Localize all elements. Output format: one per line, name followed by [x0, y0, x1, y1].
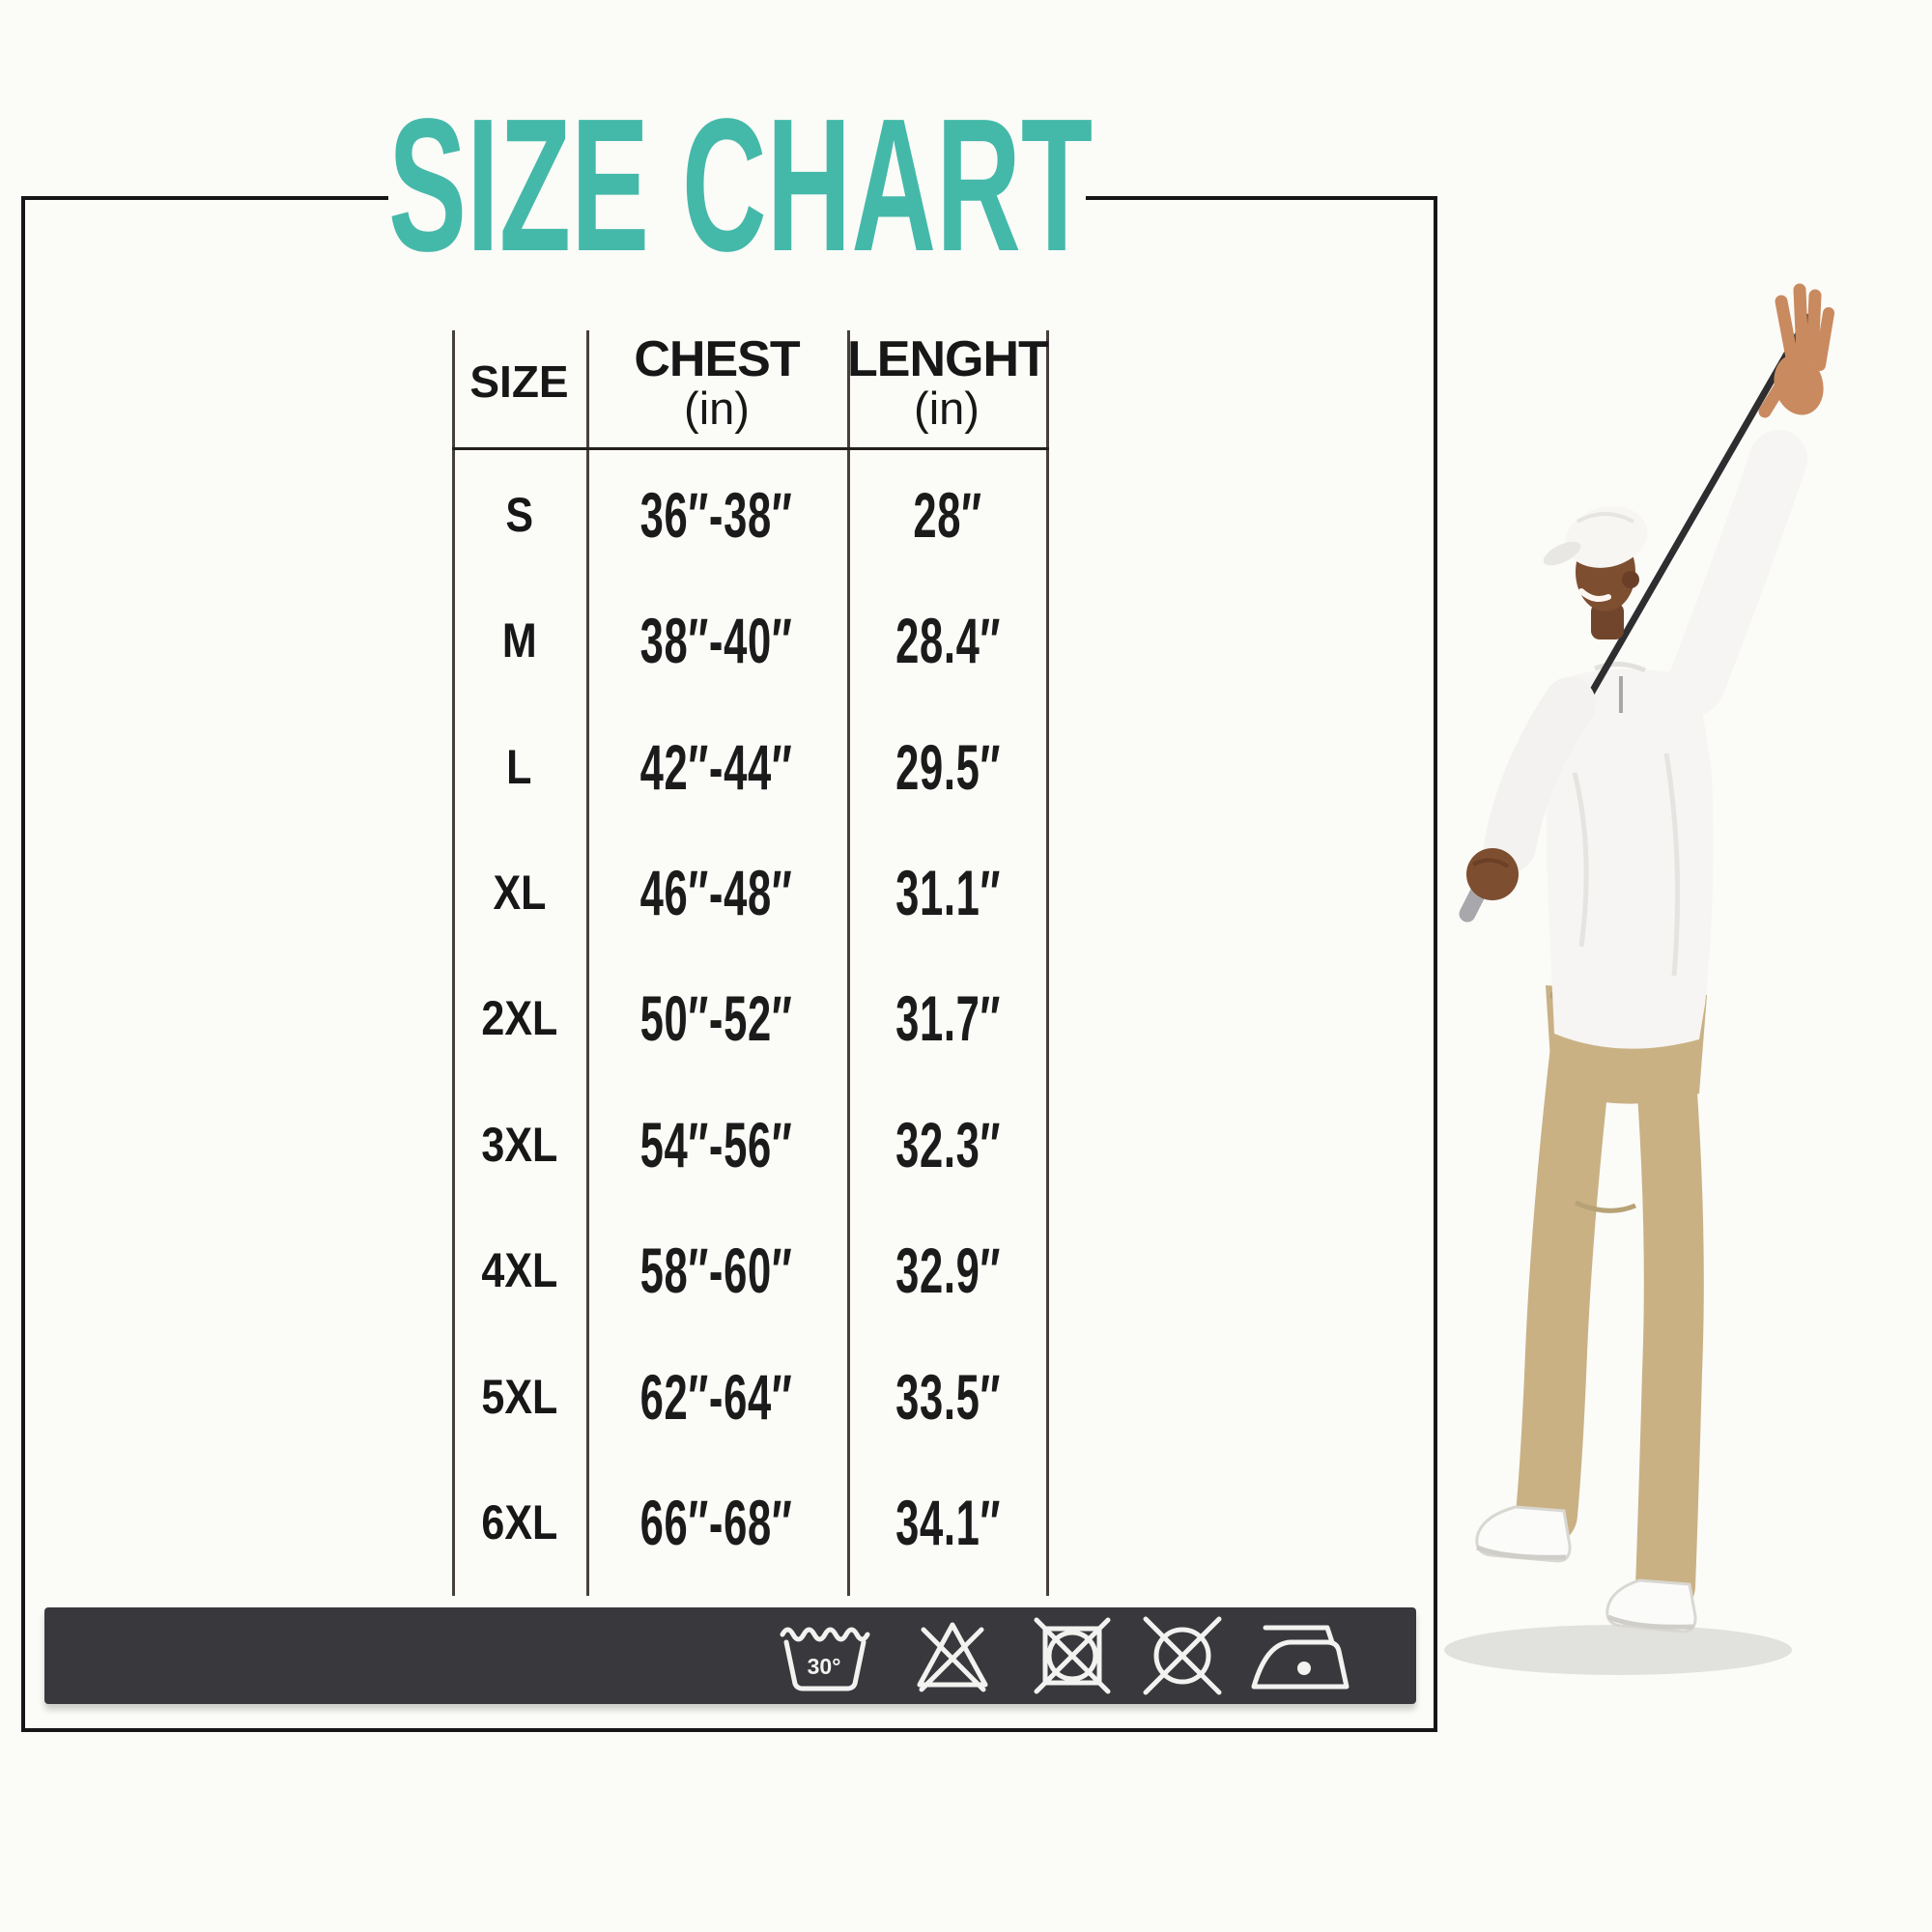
shoes [1475, 1505, 1697, 1634]
chest-value: 54″-56″ [640, 1109, 793, 1180]
column-header-chest: CHEST (in) [586, 334, 847, 433]
page-title: SIZE CHART [388, 91, 1093, 280]
table-row: 6XL 66″-68″ 34.1″ [452, 1464, 1049, 1580]
table-line-vertical [1046, 330, 1049, 1596]
ear [1622, 571, 1639, 588]
table-line-vertical [586, 330, 589, 1596]
length-value: 33.5″ [895, 1361, 1001, 1433]
gripping-hand [1466, 848, 1519, 900]
chest-value: 36″-38″ [640, 479, 793, 551]
length-value: 34.1″ [895, 1487, 1001, 1558]
wash-temp-label: 30° [808, 1654, 841, 1679]
raised-arm [1666, 283, 1834, 715]
care-instructions-bar [44, 1607, 1416, 1704]
head [1543, 506, 1648, 639]
size-label: 5XL [481, 1370, 557, 1424]
length-value: 32.3″ [895, 1109, 1001, 1180]
table-line-vertical [452, 330, 455, 1596]
cap [1565, 506, 1648, 568]
column-header-size: SIZE [469, 356, 569, 407]
length-value: 28.4″ [895, 605, 1001, 676]
table-row: XL 46″-48″ 31.1″ [452, 835, 1049, 951]
column-header-length-label: LENGHT [847, 331, 1049, 387]
pants [1516, 985, 1707, 1616]
length-value: 31.1″ [895, 857, 1001, 928]
size-label: 3XL [481, 1118, 557, 1172]
cap-brim [1543, 541, 1581, 566]
size-label: S [505, 488, 533, 542]
chest-value: 38″-40″ [640, 605, 793, 676]
size-table: SIZE CHEST (in) LENGHT (in) S 36″-38″ 28… [452, 330, 1049, 1596]
iron-low-heat-icon [1251, 1625, 1350, 1690]
size-label: L [506, 740, 532, 794]
table-row: 5XL 62″-64″ 33.5″ [452, 1339, 1049, 1455]
table-row: 4XL 58″-60″ 32.9″ [452, 1212, 1049, 1328]
do-not-dry-clean-icon [1143, 1616, 1222, 1695]
table-header-underline [452, 447, 1049, 450]
size-label: 4XL [481, 1243, 557, 1297]
care-icons: 30° [780, 1616, 1350, 1695]
length-value: 32.9″ [895, 1235, 1001, 1306]
table-row: 3XL 54″-56″ 32.3″ [452, 1087, 1049, 1203]
ground-shadow [1444, 1625, 1792, 1675]
do-not-tumble-dry-icon [1034, 1617, 1111, 1694]
chest-value: 62″-64″ [640, 1361, 793, 1433]
chest-value: 46″-48″ [640, 857, 793, 928]
table-row: L 42″-44″ 29.5″ [452, 709, 1049, 825]
chest-value: 42″-44″ [640, 731, 793, 803]
length-value: 31.7″ [895, 982, 1001, 1054]
column-header-length: LENGHT (in) [847, 331, 1049, 434]
shirt-torso [1546, 662, 1714, 1049]
size-label: 2XL [481, 991, 557, 1045]
chest-value: 50″-52″ [640, 982, 793, 1054]
wash-30-icon: 30° [780, 1627, 870, 1691]
golfer-model-photo [1444, 283, 1834, 1675]
size-label: XL [493, 866, 546, 920]
size-label: M [501, 613, 537, 668]
waving-hand [1774, 354, 1824, 415]
table-row: S 36″-38″ 28″ [452, 457, 1049, 573]
page-title-text: SIZE CHART [388, 79, 1094, 291]
smile [1578, 588, 1611, 602]
do-not-bleach-icon [917, 1622, 988, 1692]
length-value: 28″ [913, 479, 983, 551]
column-header-chest-unit: (in) [684, 383, 750, 434]
column-header-length-unit: (in) [914, 383, 980, 434]
length-value: 29.5″ [895, 731, 1001, 803]
size-label: 6XL [481, 1495, 557, 1549]
chest-value: 66″-68″ [640, 1487, 793, 1558]
left-arm [1466, 677, 1596, 900]
table-row: 2XL 50″-52″ 31.7″ [452, 960, 1049, 1076]
table-row: M 38″-40″ 28.4″ [452, 582, 1049, 698]
chest-value: 58″-60″ [640, 1235, 793, 1306]
column-header-chest-label: CHEST [634, 331, 800, 387]
table-line-vertical [847, 330, 850, 1596]
